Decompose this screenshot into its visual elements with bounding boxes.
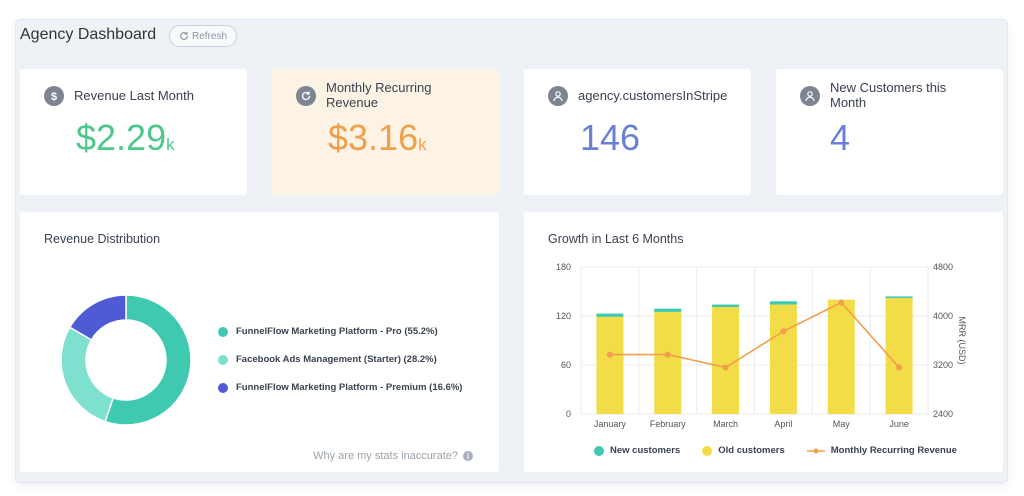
revenue-distribution-panel: Revenue Distribution FunnelFlow Marketin… [20, 212, 499, 472]
legend-item: Monthly Recurring Revenue [806, 445, 957, 456]
y2-tick-label: 2400 [933, 409, 953, 419]
stat-card-revenue-last-month: $ Revenue Last Month $2.29k [20, 69, 247, 195]
refresh-label: Refresh [191, 30, 227, 42]
legend-label: Old customers [718, 445, 785, 456]
donut-slice [60, 326, 115, 423]
legend-item: New customers [594, 445, 680, 456]
x-tick-label: May [833, 419, 851, 429]
bar-new-customers [712, 304, 740, 308]
stat-value: $3.16k [328, 117, 427, 158]
donut-slice [104, 294, 192, 426]
legend-label: Facebook Ads Management (Starter) (28.2%… [236, 354, 437, 365]
mrr-point [780, 328, 787, 335]
legend-swatch [218, 354, 228, 365]
mrr-point [606, 351, 613, 358]
y-tick-label: 0 [566, 409, 571, 419]
stat-label: New Customers this Month [830, 80, 947, 110]
legend-item: FunnelFlow Marketing Platform - Premium … [218, 382, 462, 393]
growth-chart: 0 60 120 180 2400 3200 4000 4800 MRR (USD) Januar… [556, 262, 967, 429]
legend-line-swatch [806, 448, 825, 453]
legend-item: Old customers [702, 445, 785, 456]
legend-swatch [702, 445, 713, 456]
users-icon [800, 86, 820, 106]
x-tick-label: April [774, 419, 792, 429]
bar-old-customers [654, 311, 682, 414]
bar-old-customers [827, 299, 855, 414]
x-tick-label: February [650, 419, 687, 429]
x-tick-label: June [889, 419, 909, 429]
panel-title: Growth in Last 6 Months [548, 232, 684, 246]
stats-inaccurate-label: Why are my stats inaccurate? [313, 450, 458, 462]
page-title: Agency Dashboard [20, 26, 157, 43]
bar-old-customers [712, 307, 740, 414]
x-tick-label: January [594, 419, 627, 429]
legend-label: New customers [610, 445, 681, 456]
chart-legend: New customers Old customers Monthly Recu… [594, 445, 957, 456]
bar-old-customers [596, 316, 624, 414]
donut-chart [60, 294, 192, 426]
mrr-point [722, 364, 729, 371]
y2-tick-label: 4800 [933, 262, 953, 272]
refresh-icon [296, 86, 316, 106]
stat-label: Monthly Recurring Revenue [326, 80, 432, 110]
mrr-point [896, 364, 903, 371]
refresh-button[interactable]: Refresh [169, 25, 237, 47]
legend-item: FunnelFlow Marketing Platform - Pro (55.… [218, 326, 438, 337]
donut-slice [68, 294, 127, 341]
stat-value: 146 [580, 117, 641, 158]
legend-swatch [218, 326, 228, 337]
growth-panel: Growth in Last 6 Months 0 60 120 180 2400 320… [524, 212, 1003, 472]
info-icon: i [463, 451, 473, 461]
svg-text:$: $ [51, 91, 57, 102]
bar-old-customers [885, 298, 913, 414]
bar-new-customers [885, 296, 913, 299]
y-tick-label: 120 [556, 311, 571, 321]
stats-inaccurate-link[interactable]: Why are my stats inaccurate? i [313, 450, 473, 462]
bar-new-customers [654, 308, 682, 312]
x-tick-label: March [713, 419, 738, 429]
mrr-point [664, 351, 671, 358]
legend-label: FunnelFlow Marketing Platform - Pro (55.… [236, 326, 438, 337]
y2-axis-label: MRR (USD) [957, 317, 967, 365]
stat-value: 4 [830, 117, 851, 158]
y2-tick-label: 4000 [933, 311, 953, 321]
y2-tick-label: 3200 [933, 360, 953, 370]
mrr-line [609, 301, 900, 369]
dollar-icon: $ [44, 86, 64, 106]
stat-value: $2.29k [76, 117, 175, 158]
legend-swatch [594, 445, 604, 456]
refresh-icon [180, 31, 188, 40]
bar-new-customers [769, 301, 797, 305]
legend-label: FunnelFlow Marketing Platform - Premium … [236, 382, 463, 393]
stat-label: agency.customersInStripe [578, 88, 728, 103]
bar-new-customers [596, 313, 624, 317]
legend-swatch [218, 382, 228, 393]
bar-old-customers [769, 304, 797, 414]
stat-card-mrr: Monthly Recurring Revenue $3.16k [272, 69, 499, 195]
stat-card-customers-in-stripe: agency.customersInStripe 146 [524, 69, 751, 195]
mrr-point [838, 299, 845, 306]
legend-item: Facebook Ads Management (Starter) (28.2%… [218, 354, 437, 365]
users-icon [548, 86, 568, 106]
y-tick-label: 180 [556, 262, 571, 272]
panel-title: Revenue Distribution [44, 232, 161, 246]
legend-label: Monthly Recurring Revenue [830, 445, 957, 456]
stat-card-new-customers: New Customers this Month 4 [776, 69, 1003, 195]
stat-label: Revenue Last Month [74, 88, 194, 103]
y-tick-label: 60 [561, 360, 571, 370]
